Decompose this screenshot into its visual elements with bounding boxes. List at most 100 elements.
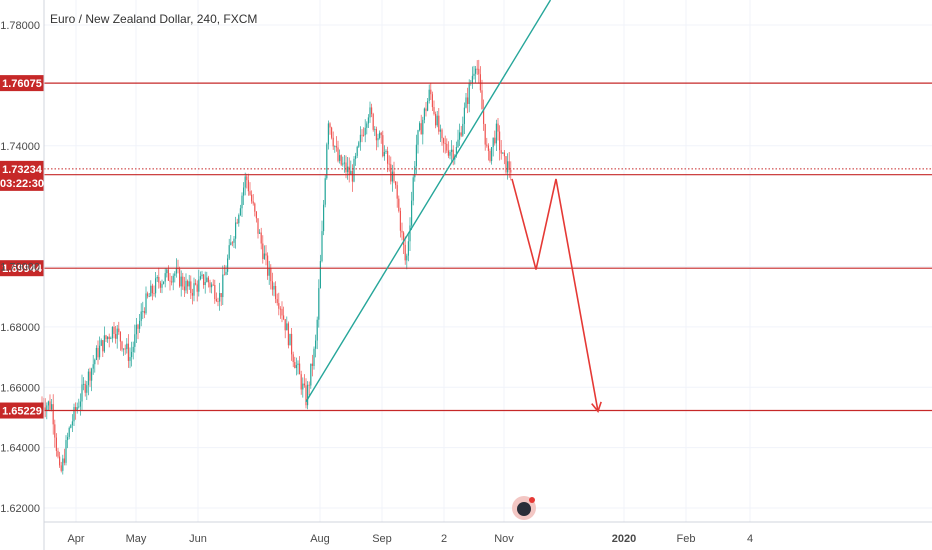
candle-body (278, 303, 280, 309)
candle-body (435, 113, 437, 126)
candle-body (351, 170, 353, 182)
candle-body (107, 336, 109, 340)
candle-body (233, 238, 235, 243)
candle-body (323, 204, 325, 232)
candle-body (491, 147, 493, 162)
candle-body (236, 222, 238, 224)
trendline (305, 0, 552, 403)
candle-body (486, 144, 488, 146)
candle-body (447, 150, 449, 156)
drawings (305, 0, 602, 414)
candle-body (359, 134, 361, 143)
candle-body (201, 274, 203, 277)
candle-body (167, 269, 169, 281)
candle-body (499, 131, 501, 151)
candle-body (350, 170, 352, 175)
candle-body (443, 138, 445, 144)
candle-body (417, 130, 419, 145)
candle-body (225, 271, 227, 275)
candle-body (478, 68, 480, 75)
candle-body (332, 137, 334, 147)
candle-body (398, 198, 400, 211)
candle-body (415, 144, 417, 167)
candle-body (300, 374, 302, 390)
candle-body (481, 90, 483, 110)
candle-body (292, 354, 294, 363)
candle-body (343, 162, 345, 164)
candle-body (174, 273, 176, 276)
candle-body (273, 285, 275, 290)
candle-body (286, 323, 288, 331)
candle-body (329, 123, 331, 128)
candle-body (313, 348, 315, 366)
y-tick-label: 1.62000 (0, 503, 40, 515)
x-tick-label: Sep (372, 533, 392, 545)
candle-body (503, 152, 505, 157)
candle-body (81, 384, 83, 402)
candle-body (92, 364, 94, 369)
x-tick-label: Nov (494, 533, 514, 545)
candle-body (287, 323, 289, 346)
candle-body (227, 258, 229, 272)
candle-body (140, 311, 142, 321)
candle-body (119, 332, 121, 342)
candle-body (299, 363, 301, 375)
candle-body (327, 123, 329, 145)
candle-body (380, 132, 382, 136)
candle-body (508, 161, 510, 170)
candle-body (463, 107, 465, 124)
candle-body (139, 320, 141, 329)
level-1-76075-badge (0, 75, 44, 92)
candle-body (399, 210, 401, 231)
candle-body (355, 155, 357, 159)
candle-body (55, 437, 57, 451)
candle-body (275, 285, 277, 300)
candle-body (108, 336, 110, 340)
x-tick-label: 4 (747, 533, 753, 545)
candle-body (247, 180, 249, 192)
level-1-65229-badge (0, 402, 44, 419)
candle-body (121, 341, 123, 350)
candle-body (492, 137, 494, 148)
levels: 1.760751.730421.699441.652291.7323403:22… (0, 75, 932, 419)
candle-body (230, 242, 232, 246)
candle-body (484, 123, 486, 145)
candle-body (468, 83, 470, 104)
candle-body (91, 368, 93, 381)
candle-body (502, 152, 504, 154)
candle-body (390, 164, 392, 182)
candle-body (457, 139, 459, 148)
candle-body (393, 171, 395, 182)
candle-body (403, 232, 405, 245)
tradingview-logo-icon[interactable] (512, 496, 536, 520)
candle-body (52, 404, 54, 425)
candle-body (315, 340, 317, 349)
chart-title: Euro / New Zealand Dollar, 240, FXCM (50, 12, 257, 26)
candle-body (49, 401, 51, 410)
candle-body (319, 261, 321, 289)
x-tick-label: 2 (441, 533, 447, 545)
candle-body (110, 338, 112, 340)
y-tick-label: 1.66000 (0, 382, 40, 394)
candle-body (71, 421, 73, 426)
candle-body (255, 211, 257, 219)
candle-body (374, 128, 376, 130)
candle-body (179, 268, 181, 287)
candle-body (500, 150, 502, 154)
candle-body (425, 108, 427, 111)
candle-body (476, 68, 478, 70)
candle-body (222, 274, 224, 298)
x-tick-label: Aug (310, 533, 330, 545)
candle-body (371, 107, 373, 115)
candle-body (495, 123, 497, 144)
candle-body (211, 284, 213, 288)
candle-body (363, 134, 365, 136)
candle-body (433, 107, 435, 114)
candle-body (473, 73, 475, 76)
candle-body (51, 404, 53, 410)
candle-body (487, 145, 489, 151)
candle-body (163, 281, 165, 284)
candle-body (279, 308, 281, 310)
